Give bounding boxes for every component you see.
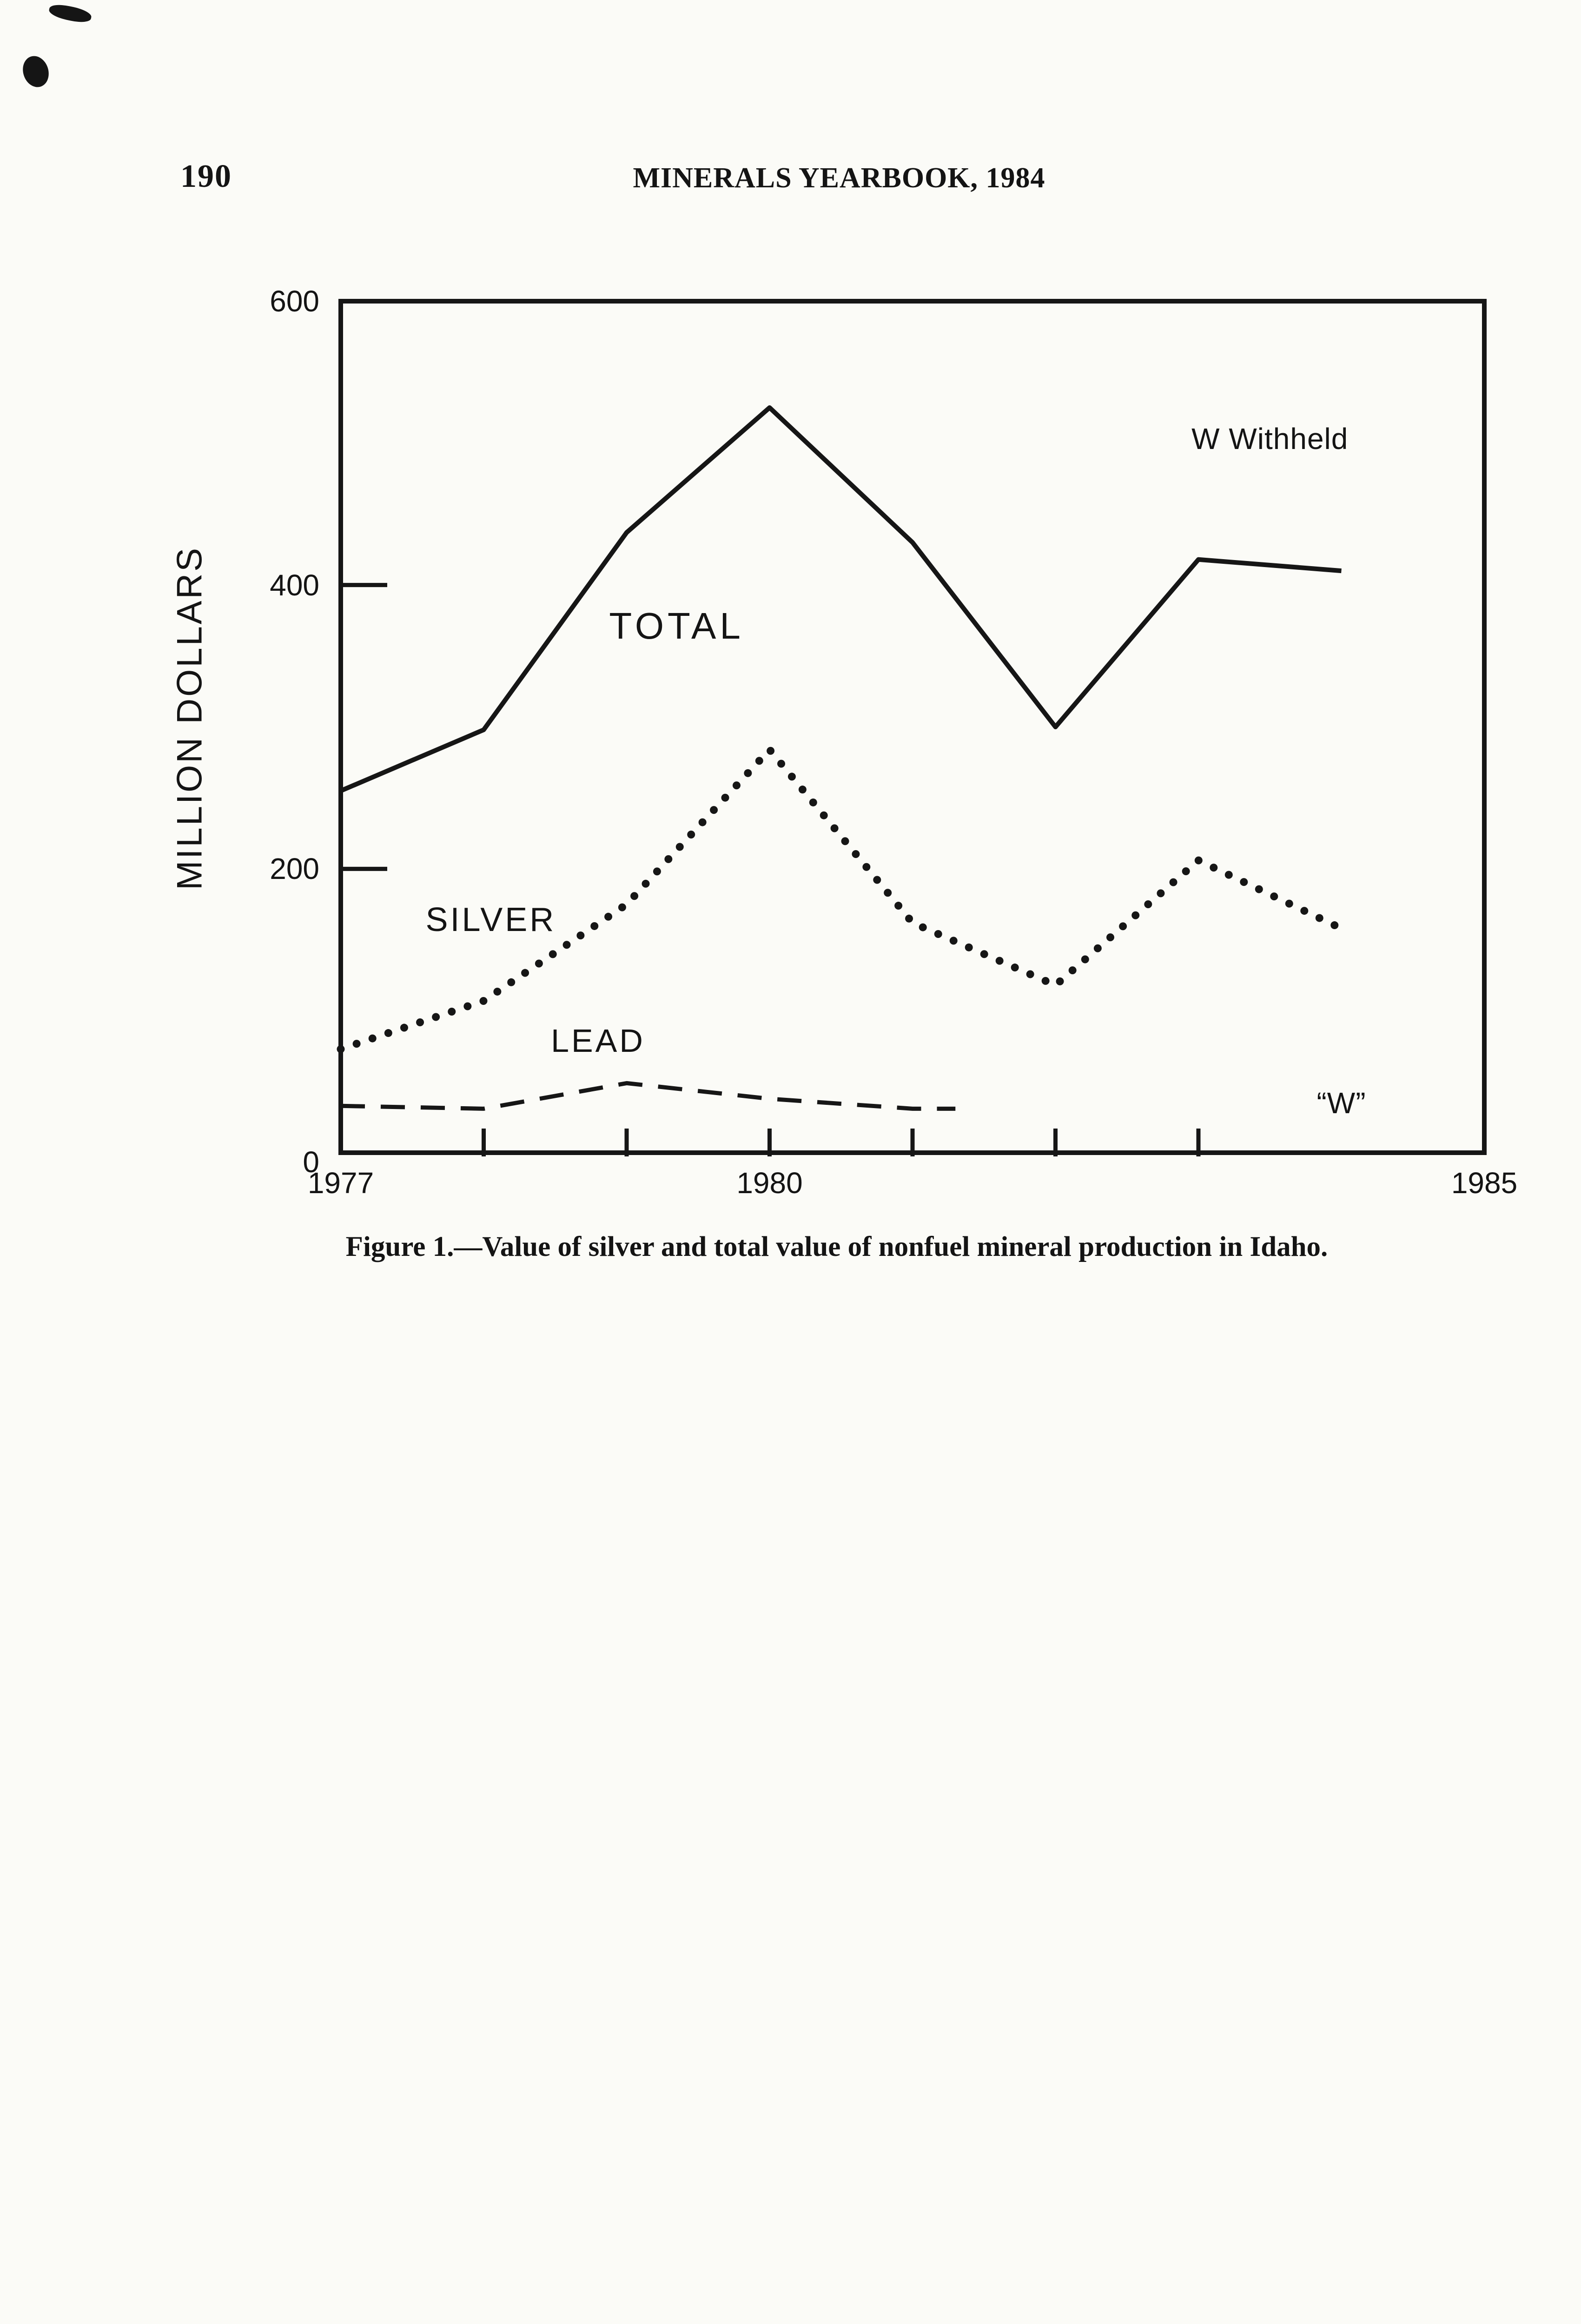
- chart-canvas: [337, 299, 1487, 1156]
- running-header: MINERALS YEARBOOK, 1984: [633, 162, 1045, 194]
- x-tick-label-1980: 1980: [736, 1166, 803, 1200]
- figure-1-chart: MILLION DOLLARS 0 200 400 600 1977 1980 1985 W …: [170, 284, 1518, 1200]
- y-tick-label-0: 0: [303, 1145, 319, 1179]
- page-number: 190: [180, 158, 232, 194]
- figure-caption: Figure 1.—Value of silver and total valu…: [345, 1231, 1328, 1262]
- annotation-total-label: TOTAL: [609, 605, 744, 647]
- annotation-silver-label: SILVER: [425, 901, 556, 939]
- y-tick-label-400: 400: [270, 568, 319, 602]
- series-line-silver: [337, 746, 1345, 1053]
- annotation-w-withheld: W Withheld: [1191, 422, 1349, 456]
- series-line-lead: [340, 1081, 956, 1111]
- y-tick-label-200: 200: [270, 852, 319, 886]
- y-axis-title: MILLION DOLLARS: [170, 546, 210, 890]
- x-tick-label-1977: 1977: [307, 1166, 374, 1200]
- annotation-lead-label: LEAD: [551, 1022, 645, 1059]
- series-line-total: [340, 405, 1342, 793]
- annotation-w-quoted: “W”: [1316, 1086, 1366, 1120]
- y-tick-label-600: 600: [270, 284, 319, 318]
- x-tick-label-1985: 1985: [1451, 1166, 1518, 1200]
